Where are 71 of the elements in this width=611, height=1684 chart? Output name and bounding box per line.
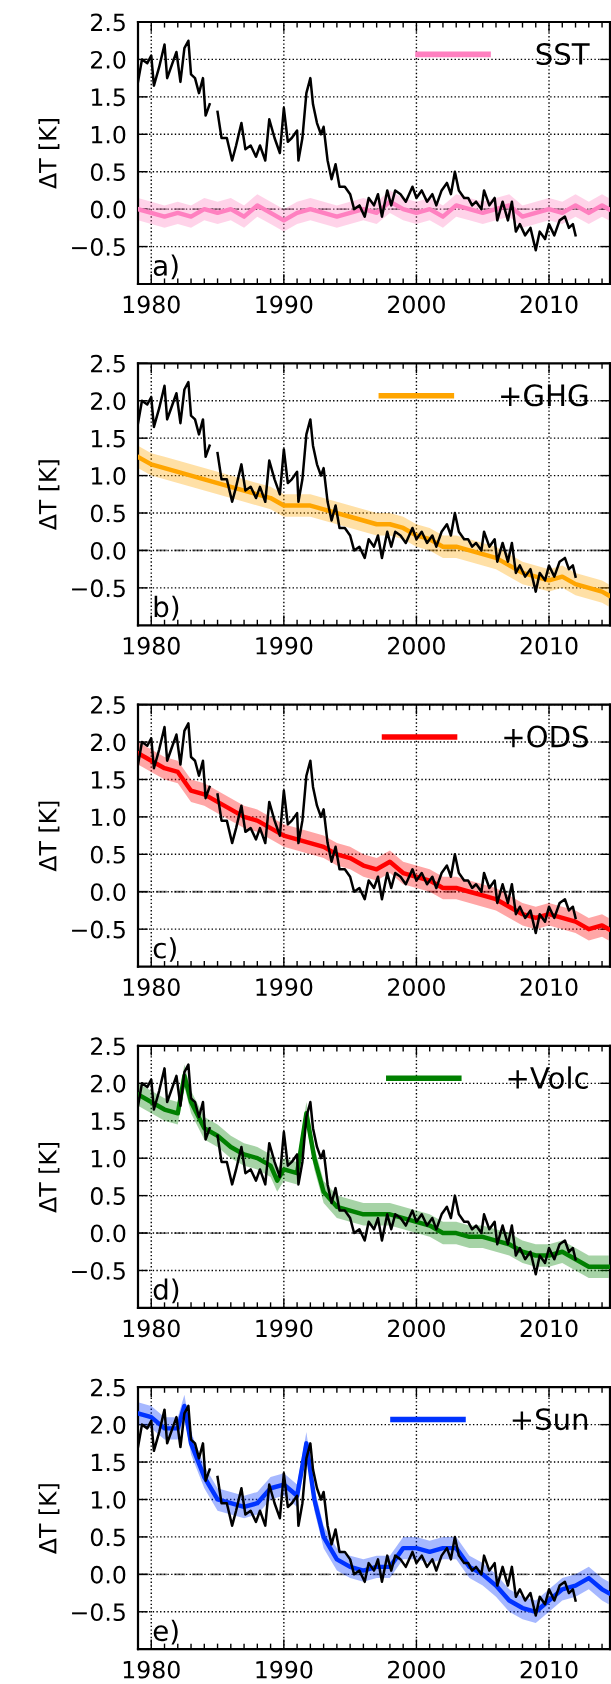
y-tick-label: 1.0 bbox=[91, 467, 126, 485]
y-tick-label: 2.0 bbox=[91, 733, 126, 752]
annotation: c) bbox=[153, 937, 176, 962]
y-tick-label: −0.5 bbox=[72, 920, 125, 939]
x-tick-label: 2000 bbox=[388, 1660, 445, 1679]
y-tick-label: 2.0 bbox=[91, 1074, 126, 1093]
y-tick-label: 2.5 bbox=[91, 354, 125, 373]
y-tick-label: 0.0 bbox=[90, 200, 126, 219]
x-tick-label: 1980 bbox=[123, 295, 180, 314]
y-tick-label: 0.5 bbox=[90, 1528, 125, 1547]
y-tick-label: 2.0 bbox=[91, 1416, 126, 1434]
y-tick-label: 0.0 bbox=[90, 1224, 126, 1243]
y-tick-label: 0.5 bbox=[90, 504, 125, 523]
x-tick-label: 1980 bbox=[123, 1319, 180, 1338]
x-tick-label: 2010 bbox=[520, 636, 578, 655]
y-axis-title: ΔT [K] bbox=[38, 1484, 60, 1555]
y-tick-label: −0.5 bbox=[72, 238, 125, 256]
x-tick-label: 1980 bbox=[123, 1660, 180, 1679]
y-tick-label: 0.0 bbox=[90, 883, 126, 902]
y-tick-label: 2.0 bbox=[91, 50, 126, 69]
x-tick-label: 1990 bbox=[256, 978, 313, 996]
x-tick-label: 2010 bbox=[520, 978, 578, 996]
y-axis-title: ΔT [K] bbox=[38, 801, 60, 872]
y-tick-label: 1.5 bbox=[91, 1453, 125, 1472]
legend-label: SST bbox=[536, 42, 590, 65]
legend-label: +ODS bbox=[504, 725, 588, 748]
annotation: a) bbox=[153, 254, 178, 280]
y-tick-label: 1.0 bbox=[91, 1149, 126, 1168]
legend-label: +Volc bbox=[508, 1066, 588, 1089]
y-tick-label: 2.0 bbox=[91, 392, 126, 411]
x-tick-label: 2000 bbox=[388, 1319, 445, 1338]
x-tick-label: 1990 bbox=[256, 1660, 313, 1679]
x-tick-label: 2000 bbox=[388, 636, 445, 655]
y-tick-label: 1.0 bbox=[91, 808, 126, 827]
y-tick-label: 0.0 bbox=[90, 1565, 126, 1584]
y-axis-title: ΔT [K] bbox=[38, 1142, 60, 1213]
line-series bbox=[138, 199, 610, 223]
annotation: b) bbox=[154, 595, 179, 621]
y-tick-label: −0.5 bbox=[72, 579, 125, 598]
y-tick-label: 0.5 bbox=[90, 163, 125, 182]
y-tick-label: 1.5 bbox=[91, 1112, 125, 1131]
y-tick-label: 1.5 bbox=[91, 88, 125, 107]
y-tick-label: 0.5 bbox=[90, 845, 125, 864]
x-tick-label: 2010 bbox=[520, 1660, 578, 1679]
x-tick-label: 1980 bbox=[123, 978, 180, 996]
y-tick-label: 1.5 bbox=[91, 429, 125, 448]
x-tick-label: 2010 bbox=[520, 1319, 578, 1338]
annotation: e) bbox=[153, 1619, 178, 1645]
y-tick-label: 2.5 bbox=[91, 1378, 125, 1397]
x-tick-label: 1980 bbox=[123, 636, 180, 655]
y-tick-label: −0.5 bbox=[72, 1603, 125, 1622]
y-tick-label: 0.5 bbox=[90, 1187, 125, 1205]
y-tick-label: 1.0 bbox=[91, 125, 126, 144]
y-tick-label: 0.0 bbox=[90, 541, 126, 560]
y-axis-title: ΔT [K] bbox=[38, 119, 60, 189]
x-tick-label: 2000 bbox=[388, 295, 445, 314]
x-tick-label: 2000 bbox=[388, 978, 445, 996]
y-tick-label: 2.5 bbox=[91, 13, 125, 32]
legend-label: +Sun bbox=[512, 1408, 588, 1431]
x-tick-label: 1990 bbox=[256, 1319, 313, 1338]
y-tick-label: 2.5 bbox=[91, 696, 125, 714]
y-axis-title: ΔT [K] bbox=[38, 460, 60, 531]
x-tick-label: 1990 bbox=[256, 295, 313, 314]
y-tick-label: 1.0 bbox=[91, 1490, 126, 1509]
x-tick-label: 1990 bbox=[256, 636, 313, 655]
legend-label: +GHG bbox=[501, 384, 588, 407]
annotation: d) bbox=[153, 1278, 179, 1304]
y-tick-label: 1.5 bbox=[91, 771, 125, 789]
y-tick-label: −0.5 bbox=[72, 1261, 125, 1280]
x-tick-label: 2010 bbox=[520, 295, 578, 314]
y-tick-label: 2.5 bbox=[91, 1037, 125, 1056]
